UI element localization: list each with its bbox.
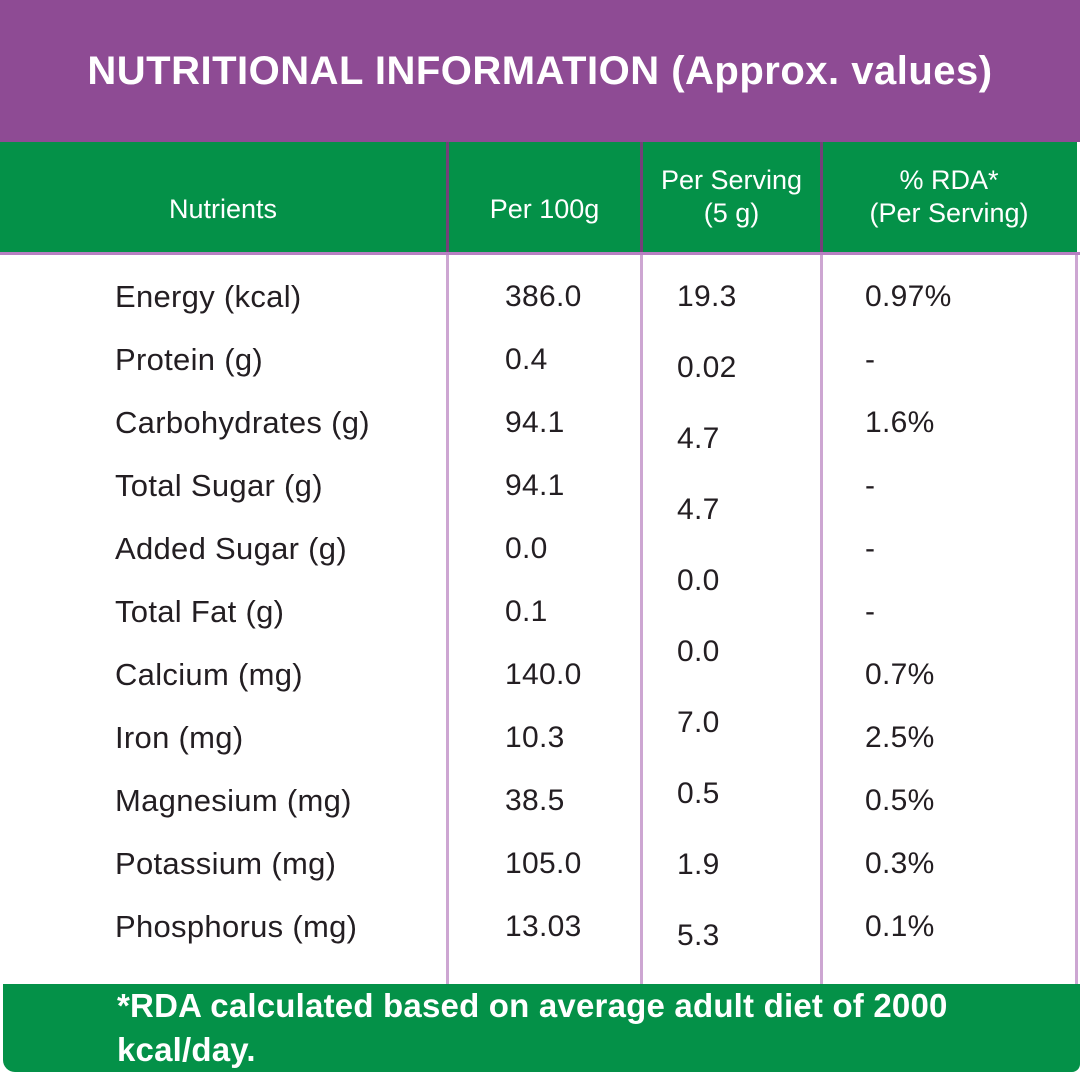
per-serving-value: 0.5 bbox=[677, 776, 720, 810]
per-serving-value: 0.02 bbox=[677, 350, 737, 384]
table-header-row: Nutrients Per 100g Per Serving (5 g) % R… bbox=[0, 142, 1077, 252]
per-100g-value: 94.1 bbox=[505, 468, 565, 502]
rda-value: - bbox=[865, 342, 876, 376]
header-underline bbox=[0, 252, 1080, 255]
rda-column: 0.97% - 1.6% - - - 0.7% 2.5% 0.5% 0.3% 0… bbox=[823, 255, 1075, 958]
nutrient-label: Protein (g) bbox=[115, 341, 264, 377]
column-divider bbox=[446, 255, 449, 984]
header-per-100g: Per 100g bbox=[449, 142, 640, 252]
per-100g-column: 386.0 0.4 94.1 94.1 0.0 0.1 140.0 10.3 3… bbox=[449, 255, 640, 958]
nutrient-label: Energy (kcal) bbox=[115, 278, 302, 314]
nutrient-label: Iron (mg) bbox=[115, 719, 244, 755]
per-serving-column: 19.3 0.02 4.7 4.7 0.0 0.0 7.0 0.5 1.9 5.… bbox=[643, 255, 820, 971]
header-rda-line2: (Per Serving) bbox=[869, 198, 1029, 228]
rda-value: 0.97% bbox=[865, 279, 952, 313]
header-per-serving: Per Serving (5 g) bbox=[643, 142, 820, 252]
per-serving-value: 0.0 bbox=[677, 563, 720, 597]
header-nutrients-label: Nutrients bbox=[168, 193, 278, 224]
per-serving-value: 19.3 bbox=[677, 279, 737, 313]
column-divider bbox=[640, 255, 643, 984]
nutrients-column: Energy (kcal) Protein (g) Carbohydrates … bbox=[0, 255, 446, 958]
rda-value: 0.5% bbox=[865, 783, 935, 817]
header-per-100g-label: Per 100g bbox=[489, 193, 600, 224]
nutrient-label: Phosphorus (mg) bbox=[115, 908, 358, 944]
per-100g-value: 94.1 bbox=[505, 405, 565, 439]
per-100g-value: 10.3 bbox=[505, 720, 565, 754]
rda-value: 2.5% bbox=[865, 720, 935, 754]
per-serving-value: 0.0 bbox=[677, 634, 720, 668]
table-body: Energy (kcal) Protein (g) Carbohydrates … bbox=[0, 255, 1080, 984]
per-serving-value: 7.0 bbox=[677, 705, 720, 739]
header-rda-line1: % RDA* bbox=[899, 165, 999, 195]
nutrient-label: Potassium (mg) bbox=[115, 845, 337, 881]
per-serving-value: 1.9 bbox=[677, 847, 720, 881]
nutrient-label: Magnesium (mg) bbox=[115, 782, 352, 818]
header-per-serving-line2: (5 g) bbox=[703, 198, 760, 228]
per-serving-value: 4.7 bbox=[677, 492, 720, 526]
rda-value: - bbox=[865, 531, 876, 565]
nutrient-label: Added Sugar (g) bbox=[115, 530, 347, 566]
nutrient-label: Total Fat (g) bbox=[115, 593, 285, 629]
rda-value: 1.6% bbox=[865, 405, 935, 439]
per-100g-value: 13.03 bbox=[505, 909, 582, 943]
header-divider bbox=[820, 142, 823, 252]
rda-value: 0.3% bbox=[865, 846, 935, 880]
banner-title: NUTRITIONAL INFORMATION (Approx. values) bbox=[87, 48, 993, 93]
per-100g-value: 0.4 bbox=[505, 342, 548, 376]
header-per-serving-line1: Per Serving bbox=[660, 165, 803, 195]
per-100g-value: 38.5 bbox=[505, 783, 565, 817]
per-serving-value: 5.3 bbox=[677, 918, 720, 952]
nutrient-label: Total Sugar (g) bbox=[115, 467, 323, 503]
header-divider bbox=[640, 142, 643, 252]
header-nutrients: Nutrients bbox=[0, 142, 446, 252]
per-100g-value: 0.1 bbox=[505, 594, 548, 628]
table-right-border bbox=[1075, 255, 1078, 984]
rda-value: - bbox=[865, 468, 876, 502]
per-100g-value: 386.0 bbox=[505, 279, 582, 313]
nutrient-label: Carbohydrates (g) bbox=[115, 404, 370, 440]
footer-note-bar: *RDA calculated based on average adult d… bbox=[3, 984, 1080, 1072]
nutrient-label: Calcium (mg) bbox=[115, 656, 303, 692]
header-rda: % RDA* (Per Serving) bbox=[823, 142, 1075, 252]
rda-value: 0.1% bbox=[865, 909, 935, 943]
rda-value: 0.7% bbox=[865, 657, 935, 691]
banner: NUTRITIONAL INFORMATION (Approx. values) bbox=[0, 0, 1080, 142]
per-serving-value: 4.7 bbox=[677, 421, 720, 455]
rda-footnote: *RDA calculated based on average adult d… bbox=[117, 987, 948, 1068]
per-100g-value: 105.0 bbox=[505, 846, 582, 880]
per-100g-value: 0.0 bbox=[505, 531, 548, 565]
rda-value: - bbox=[865, 594, 876, 628]
column-divider bbox=[820, 255, 823, 984]
header-divider bbox=[446, 142, 449, 252]
per-100g-value: 140.0 bbox=[505, 657, 582, 691]
